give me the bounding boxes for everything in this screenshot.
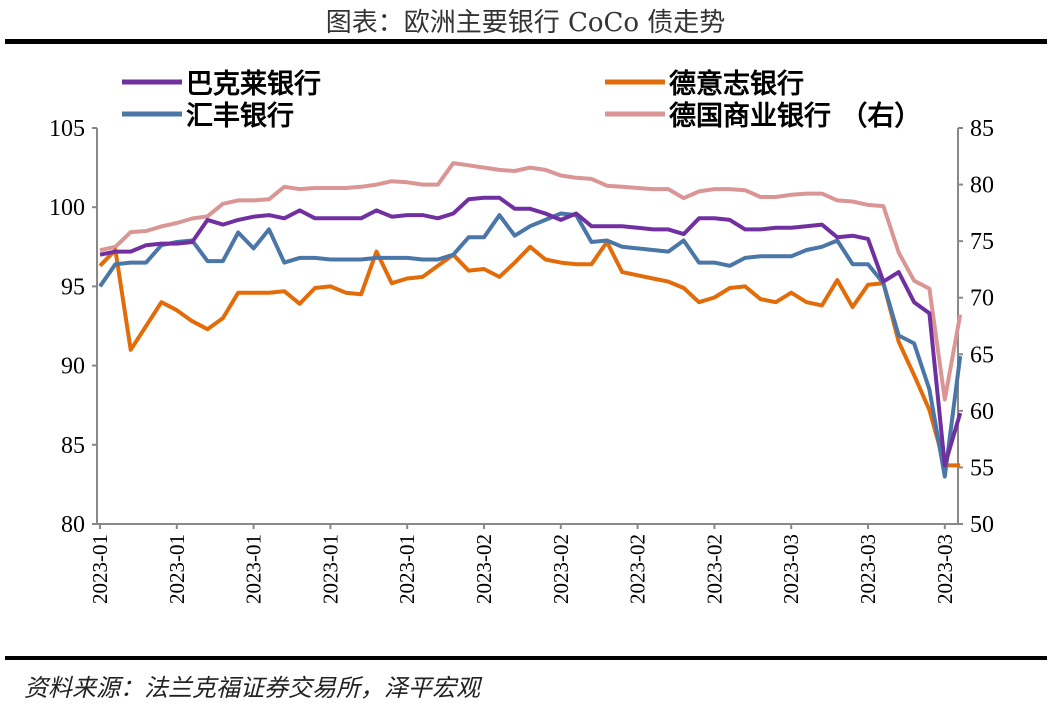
left-tick-label: 100 <box>49 195 85 221</box>
left-tick-label: 95 <box>61 274 85 300</box>
legend-label: 德国商业银行 （右） <box>669 100 921 132</box>
series-line-2 <box>98 211 963 479</box>
right-tick-label: 50 <box>970 512 994 538</box>
series-line-3 <box>99 161 963 402</box>
series-line-0 <box>99 195 963 468</box>
legend-label: 巴克莱银行 <box>186 68 321 100</box>
x-tick-label: 2023-01 <box>318 534 342 604</box>
legend-label: 汇丰银行 <box>186 100 294 132</box>
right-tick-label: 85 <box>970 116 994 142</box>
source-divider <box>5 656 1047 660</box>
x-tick-label: 2023-03 <box>779 534 803 604</box>
x-tick-label: 2023-02 <box>702 534 726 604</box>
x-tick-label: 2023-02 <box>549 534 573 604</box>
x-tick-label: 2023-02 <box>472 534 496 604</box>
right-tick-label: 70 <box>970 286 994 312</box>
x-tick-label: 2023-03 <box>933 534 957 604</box>
x-tick-label: 2023-01 <box>165 534 189 604</box>
right-tick-label: 80 <box>970 173 994 199</box>
left-tick-label: 80 <box>61 512 85 538</box>
x-tick-label: 2023-03 <box>856 534 880 604</box>
left-tick-label: 105 <box>49 116 85 142</box>
chart-title: 图表：欧洲主要银行 CoCo 债走势 <box>325 8 726 38</box>
legend-label: 德意志银行 <box>669 68 804 100</box>
x-tick-label: 2023-01 <box>242 534 266 604</box>
x-tick-label: 2023-01 <box>88 534 112 604</box>
right-tick-label: 55 <box>970 455 994 481</box>
right-tick-label: 65 <box>970 342 994 368</box>
left-tick-label: 85 <box>61 433 85 459</box>
source-note: 资料来源：法兰克福证券交易所，泽平宏观 <box>24 674 480 702</box>
series-line-1 <box>98 240 961 468</box>
left-tick-label: 90 <box>61 354 85 380</box>
right-tick-label: 75 <box>970 229 994 255</box>
x-tick-label: 2023-02 <box>626 534 650 604</box>
right-tick-label: 60 <box>970 399 994 425</box>
x-tick-label: 2023-01 <box>395 534 419 604</box>
title-divider <box>5 39 1047 44</box>
